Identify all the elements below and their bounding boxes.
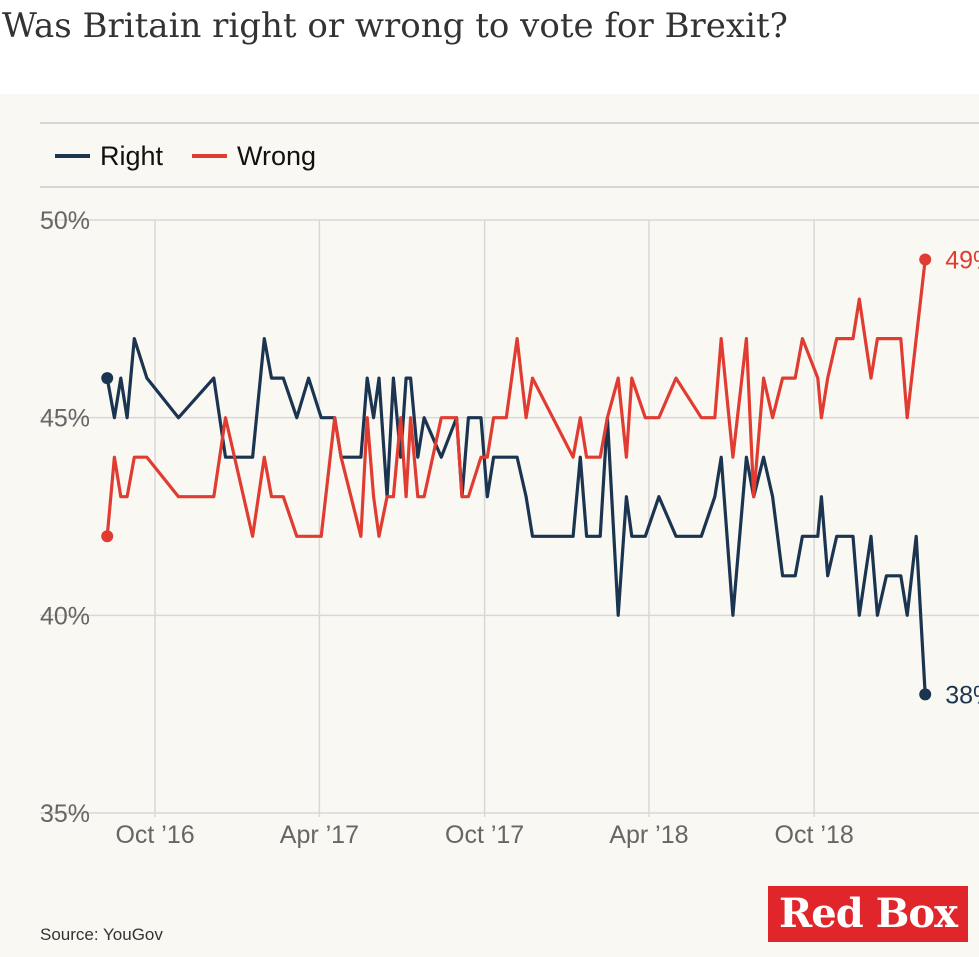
chart-title: Was Britain right or wrong to vote for B… (2, 6, 788, 46)
legend: Right Wrong (55, 141, 316, 171)
y-tick-label: 45% (40, 405, 90, 433)
series-line-wrong (105, 257, 927, 538)
x-tick-label: Apr ’18 (609, 821, 688, 849)
axes: 50% 45% 40% 35% Oct ’16 Apr ’17 Oct ’17 Apr ’18… (40, 207, 854, 849)
y-tick-label: 50% (40, 207, 90, 235)
end-marker-right (919, 688, 932, 701)
series-layer: 38% 49% (101, 247, 979, 709)
grid (40, 219, 979, 817)
end-label-right: 38% (945, 681, 979, 709)
red-box-logo: Red Box (768, 886, 968, 942)
x-tick-label: Apr ’17 (280, 821, 359, 849)
x-tick-label: Oct ’18 (775, 821, 854, 849)
legend-label-wrong: Wrong (237, 141, 316, 171)
x-tick-label: Oct ’17 (445, 821, 524, 849)
x-tick-label: Oct ’16 (115, 821, 194, 849)
series-line-right (105, 337, 927, 696)
end-label-wrong: 49% (945, 247, 979, 275)
start-marker-wrong (101, 530, 114, 543)
source-note: Source: YouGov (40, 925, 163, 944)
y-tick-label: 40% (40, 602, 90, 630)
y-tick-label: 35% (40, 800, 90, 828)
start-marker-right (101, 372, 114, 385)
legend-label-right: Right (100, 141, 164, 171)
end-marker-wrong (919, 253, 932, 266)
